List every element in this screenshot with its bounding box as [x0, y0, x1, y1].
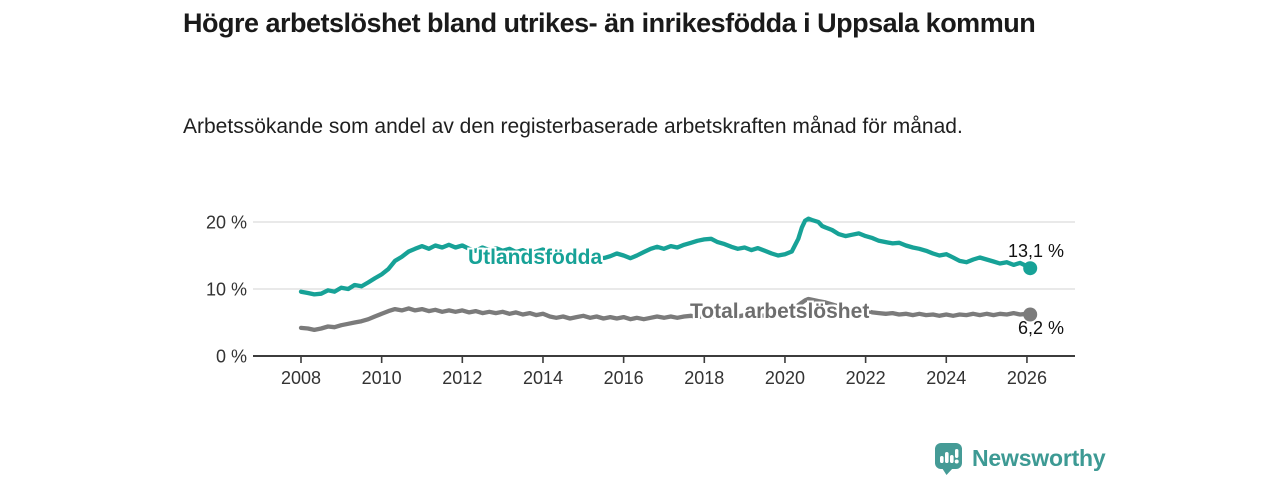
end-value-total-arbetsloshet: 6,2 %	[1018, 318, 1065, 338]
line-chart-canvas: 0 % 10 % 20 % 2008 2010 2012 2014 2016 2018 2020 2…	[206, 213, 1075, 388]
x-tick-label: 2020	[765, 368, 805, 388]
x-tick-label: 2008	[281, 368, 321, 388]
end-value-utlandsfodda: 13,1 %	[1008, 241, 1065, 261]
x-tick-label: 2022	[846, 368, 886, 388]
x-tick-label: 2014	[523, 368, 563, 388]
x-tick-label: 2024	[926, 368, 966, 388]
series-label-utlandsfodda: Utlandsfödda	[468, 246, 603, 269]
series-label-total-arbetsloshet: Total arbetslöshet	[690, 300, 870, 323]
newsworthy-logo-icon	[935, 443, 962, 475]
series-line-utlandsf-dda	[298, 216, 1033, 297]
y-tick-label: 0 %	[216, 347, 247, 367]
x-tick-label: 2026	[1007, 368, 1047, 388]
x-tick-label: 2018	[684, 368, 724, 388]
y-tick-label: 10 %	[206, 280, 247, 300]
chart-subtitle: Arbetssökande som andel av den registerb…	[183, 115, 963, 138]
y-tick-label: 20 %	[206, 213, 247, 233]
x-tick-label: 2010	[362, 368, 402, 388]
newsworthy-wordmark: Newsworthy	[972, 445, 1106, 471]
series-end-dot-total-arbetsl-shet	[1023, 307, 1038, 322]
x-tick-label: 2016	[604, 368, 644, 388]
chart-title: Högre arbetslöshet bland utrikes- än inr…	[183, 8, 1036, 38]
series-line-total-arbetsl-shet	[298, 296, 1033, 333]
series-end-dot-utlandsf-dda	[1023, 261, 1038, 276]
newsworthy-logo[interactable]: Newsworthy	[934, 442, 1106, 475]
x-tick-label: 2012	[442, 368, 482, 388]
